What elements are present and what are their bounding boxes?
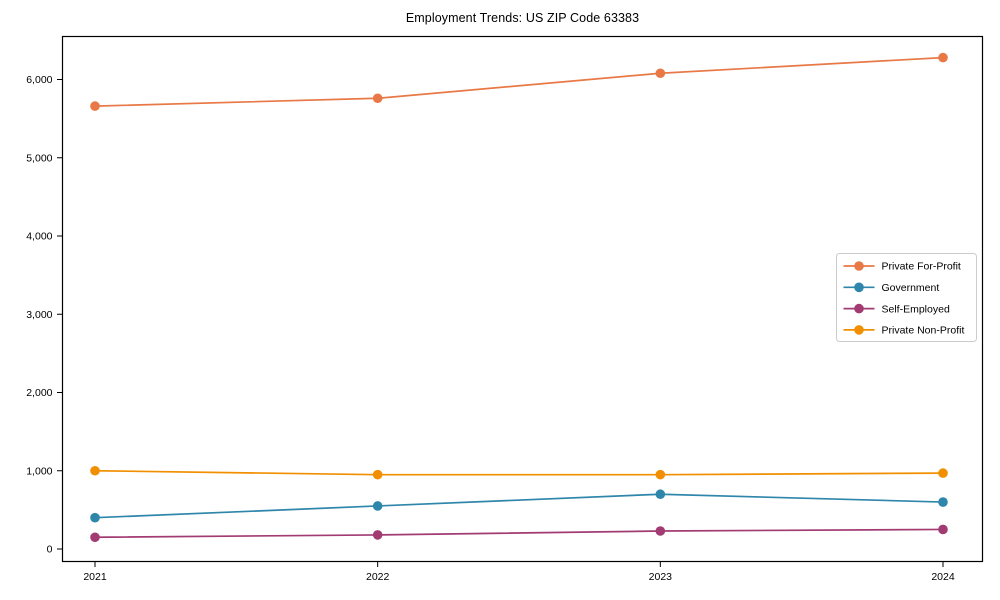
- data-point-private-for-profit: [938, 52, 948, 63]
- chart-title: Employment Trends: US ZIP Code 63383: [405, 11, 640, 25]
- y-axis-tick-label: 5,000: [26, 152, 52, 164]
- series-line-private-for-profit: [94, 56, 944, 107]
- series-line-government: [94, 493, 944, 519]
- data-point-private-for-profit: [90, 101, 100, 111]
- legend-label-self-employed: Self-Employed: [882, 303, 950, 315]
- data-point-private-non-profit: [655, 469, 666, 480]
- data-point-private-for-profit: [372, 93, 383, 104]
- x-axis-tick-label: 2024: [931, 571, 955, 583]
- data-point-private-non-profit: [90, 465, 100, 476]
- y-axis-tick-label: 3,000: [26, 309, 52, 321]
- series-line-self-employed: [94, 528, 944, 539]
- legend-label-private-for-profit: Private For-Profit: [882, 261, 961, 273]
- legend-label-private-non-profit: Private Non-Profit: [882, 325, 965, 337]
- legend-swatch-dot-government: [854, 282, 864, 293]
- data-point-private-non-profit: [372, 469, 383, 480]
- data-point-government: [90, 512, 100, 523]
- y-axis-tick-label: 2,000: [26, 387, 52, 399]
- data-point-self-employed: [90, 532, 100, 543]
- y-axis-tick-label: 0: [47, 544, 53, 556]
- legend-swatch-dot-private-for-profit: [854, 261, 864, 271]
- data-point-government: [372, 501, 383, 511]
- y-axis-tick-label: 6,000: [26, 74, 52, 86]
- legend-swatch-dot-self-employed: [854, 303, 864, 314]
- data-point-self-employed: [655, 526, 666, 536]
- x-axis-tick-label: 2021: [83, 571, 107, 583]
- data-point-government: [655, 489, 666, 500]
- data-point-self-employed: [938, 524, 948, 535]
- legend-label-government: Government: [882, 282, 940, 294]
- y-axis-tick-label: 4,000: [26, 231, 52, 243]
- data-point-private-for-profit: [655, 68, 666, 79]
- series-line-private-non-profit: [94, 469, 944, 476]
- data-point-government: [938, 497, 948, 507]
- x-axis-tick-label: 2022: [366, 571, 390, 583]
- data-point-private-non-profit: [938, 468, 948, 478]
- legend-box: [836, 253, 977, 342]
- y-axis-tick-label: 1,000: [26, 465, 52, 477]
- x-axis-tick-label: 2023: [649, 571, 673, 583]
- legend-swatch-dot-private-non-profit: [854, 325, 864, 335]
- data-point-self-employed: [372, 530, 383, 540]
- plot-frame: [61, 35, 984, 563]
